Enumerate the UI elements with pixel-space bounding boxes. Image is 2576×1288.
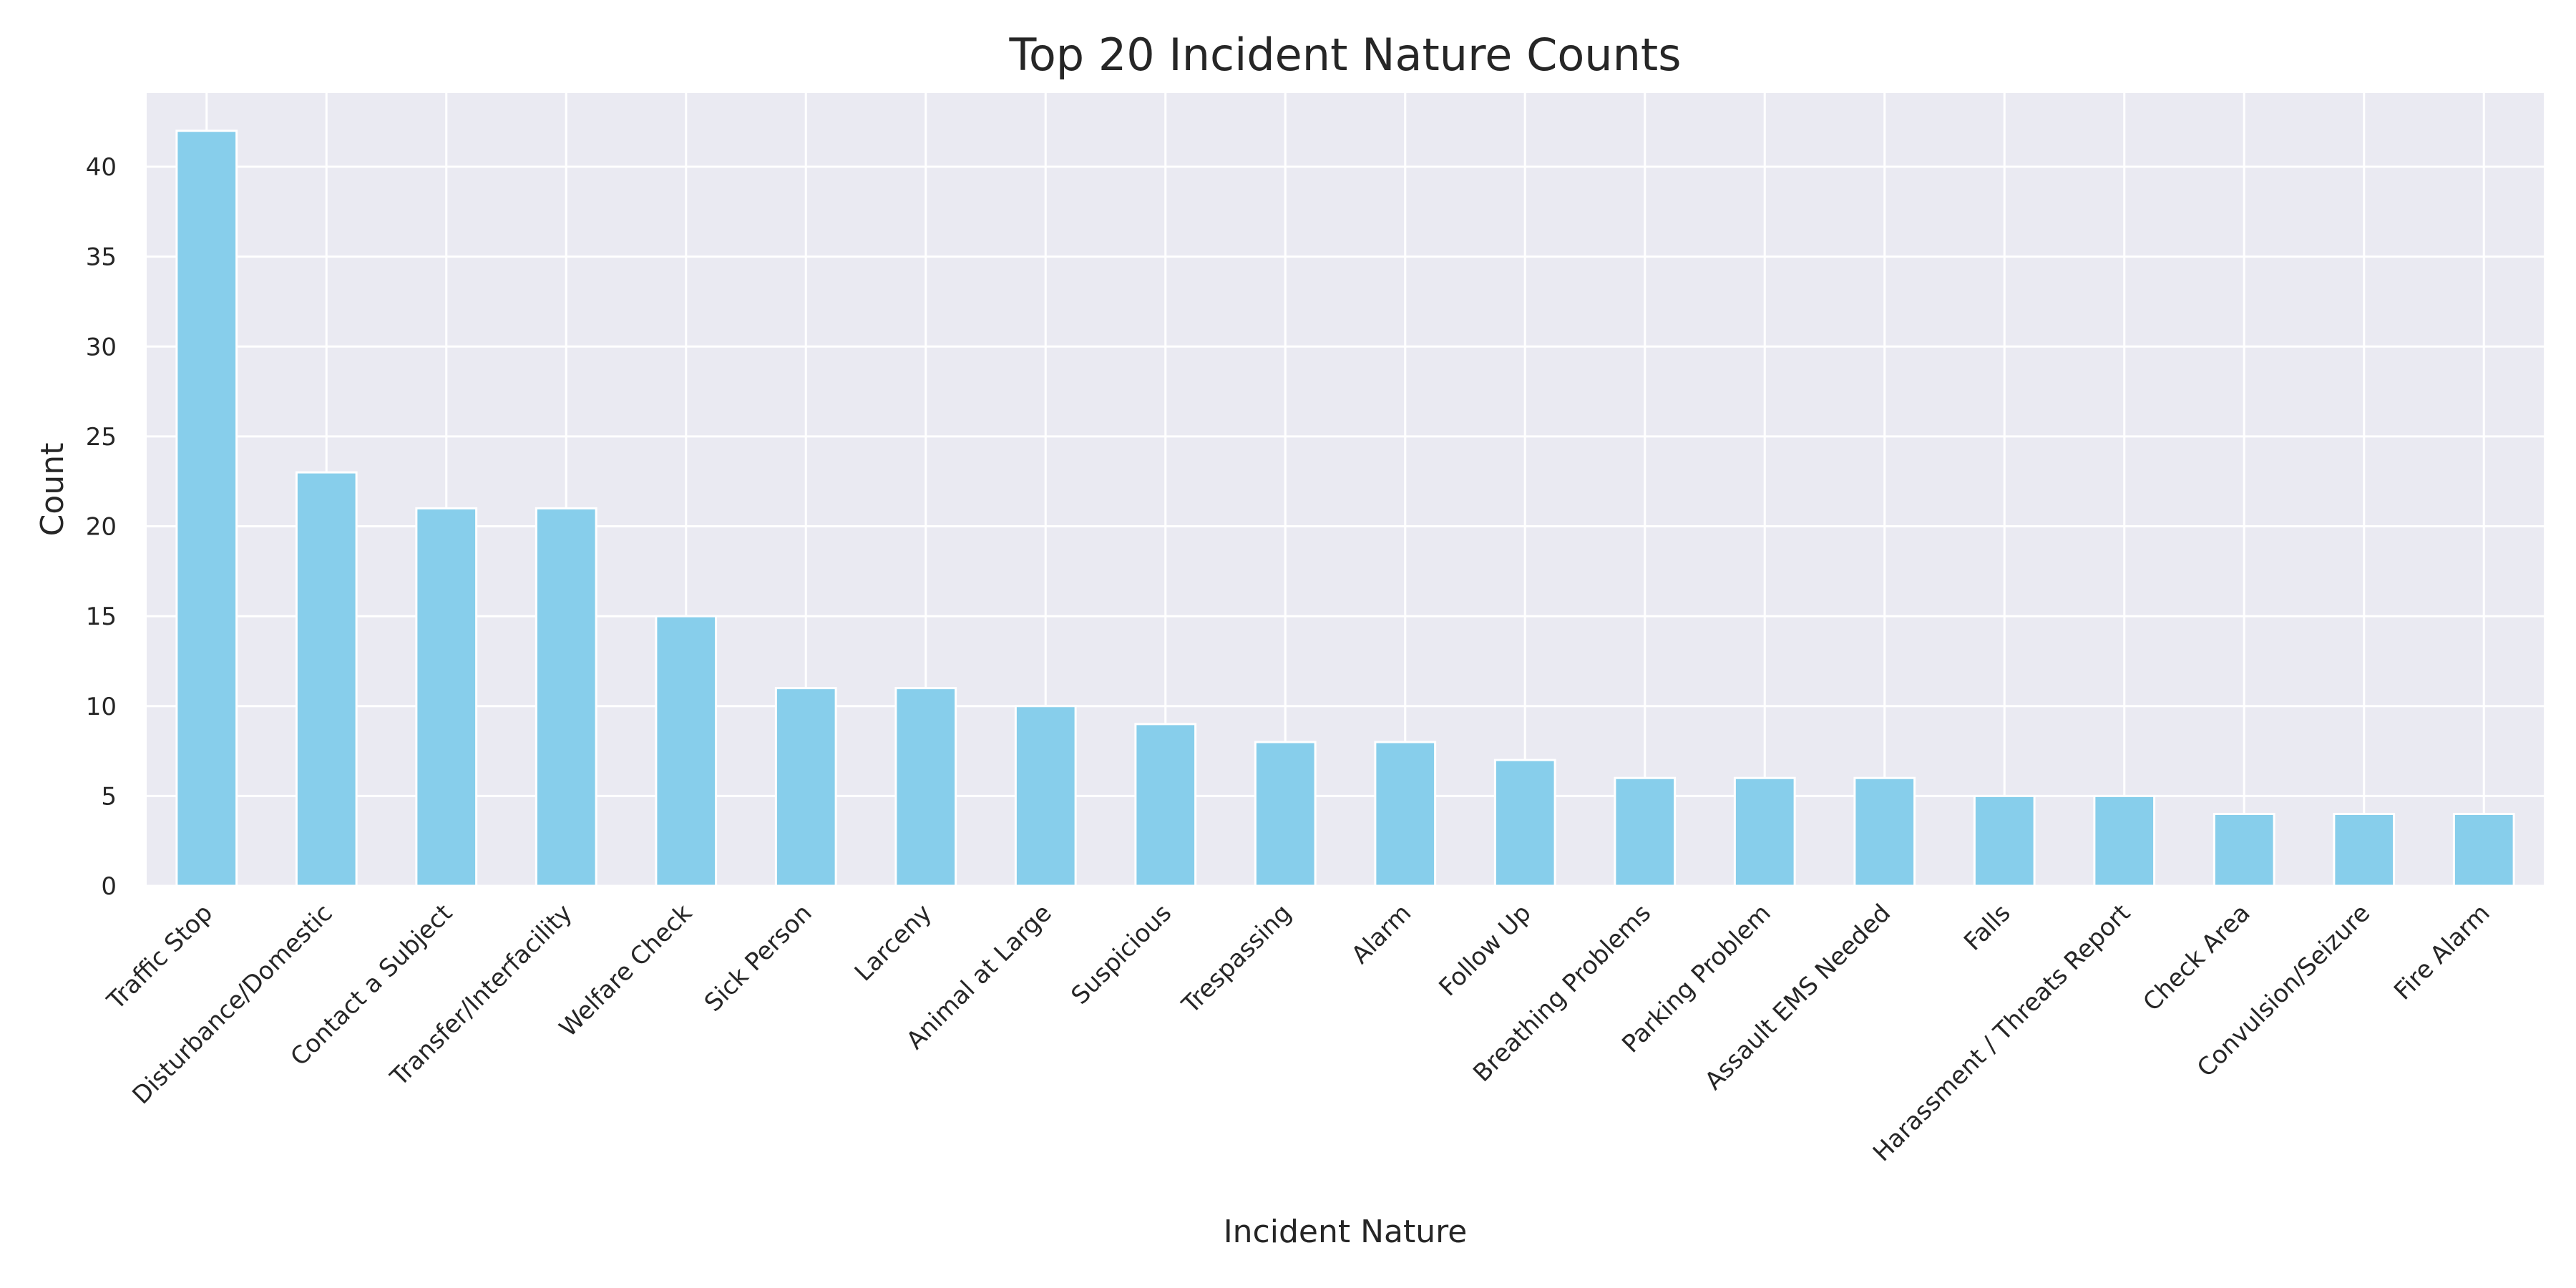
x-tick-label: Larceny xyxy=(849,899,937,987)
x-tick-label: Sick Person xyxy=(699,899,818,1018)
bar xyxy=(415,507,478,887)
bar xyxy=(1853,776,1916,887)
x-tick-label: Suspicious xyxy=(1065,899,1177,1010)
x-tick-label: Traffic Stop xyxy=(102,899,219,1016)
bar xyxy=(894,687,957,887)
bar xyxy=(1973,794,2036,887)
bar xyxy=(655,615,718,887)
y-tick-label: 20 xyxy=(86,513,117,542)
bar xyxy=(1014,705,1077,887)
plot-background xyxy=(147,93,2544,886)
y-tick-label: 30 xyxy=(86,333,117,361)
x-tick-label: Alarm xyxy=(1346,899,1417,970)
y-tick-label: 0 xyxy=(101,872,117,901)
bar xyxy=(1733,776,1796,887)
bar xyxy=(2452,813,2515,887)
y-tick-label: 35 xyxy=(86,243,117,272)
x-tick-label: Check Area xyxy=(2137,899,2255,1017)
x-tick-label: Disturbance/Domestic xyxy=(127,899,338,1110)
x-tick-label: Trespassing xyxy=(1176,899,1297,1020)
bar xyxy=(774,687,837,887)
y-tick-label: 15 xyxy=(86,602,117,631)
bar xyxy=(1254,741,1317,887)
bar xyxy=(175,130,238,887)
bar xyxy=(295,471,358,887)
bar xyxy=(1374,741,1437,887)
y-tick-label: 10 xyxy=(86,693,117,721)
x-tick-label: Fire Alarm xyxy=(2389,899,2496,1006)
chart-title: Top 20 Incident Nature Counts xyxy=(1008,29,1681,81)
bars xyxy=(175,130,2515,887)
bar xyxy=(2093,794,2156,887)
x-tick-label: Falls xyxy=(1958,899,2016,957)
bar xyxy=(1493,758,1556,887)
bar xyxy=(2333,813,2396,887)
y-tick-label: 5 xyxy=(101,782,117,811)
x-tick-label: Harassment / Threats Report xyxy=(1868,899,2136,1167)
y-tick-label: 40 xyxy=(86,153,117,182)
y-axis-label: Count xyxy=(34,443,71,537)
bar xyxy=(1134,723,1197,887)
x-axis-label: Incident Nature xyxy=(1224,1214,1468,1250)
x-tick-label: Follow Up xyxy=(1433,899,1536,1002)
y-tick-label: 25 xyxy=(86,423,117,452)
x-tick-labels: Traffic StopDisturbance/DomesticContact … xyxy=(102,899,2496,1167)
bar xyxy=(2212,813,2275,887)
bar xyxy=(1614,776,1677,887)
bar xyxy=(535,507,597,887)
y-tick-labels: 0 5 10 15 20 25 30 35 40 xyxy=(86,153,117,901)
